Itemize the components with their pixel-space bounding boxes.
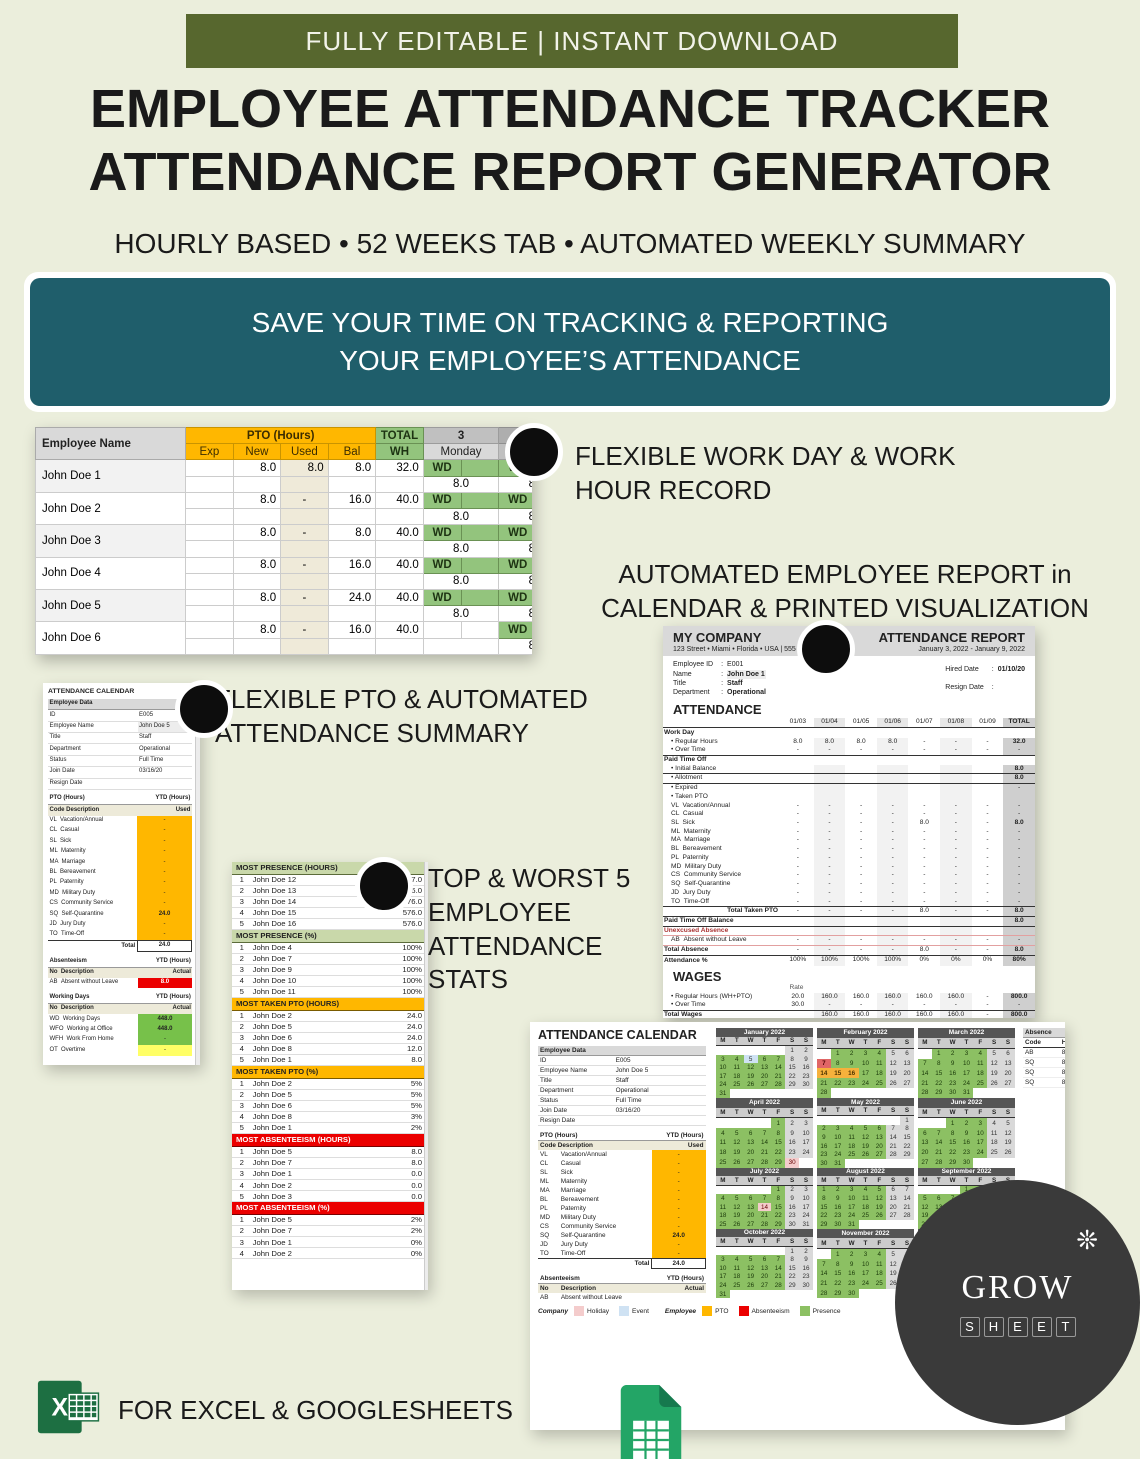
svg-text:X: X <box>52 1395 69 1422</box>
